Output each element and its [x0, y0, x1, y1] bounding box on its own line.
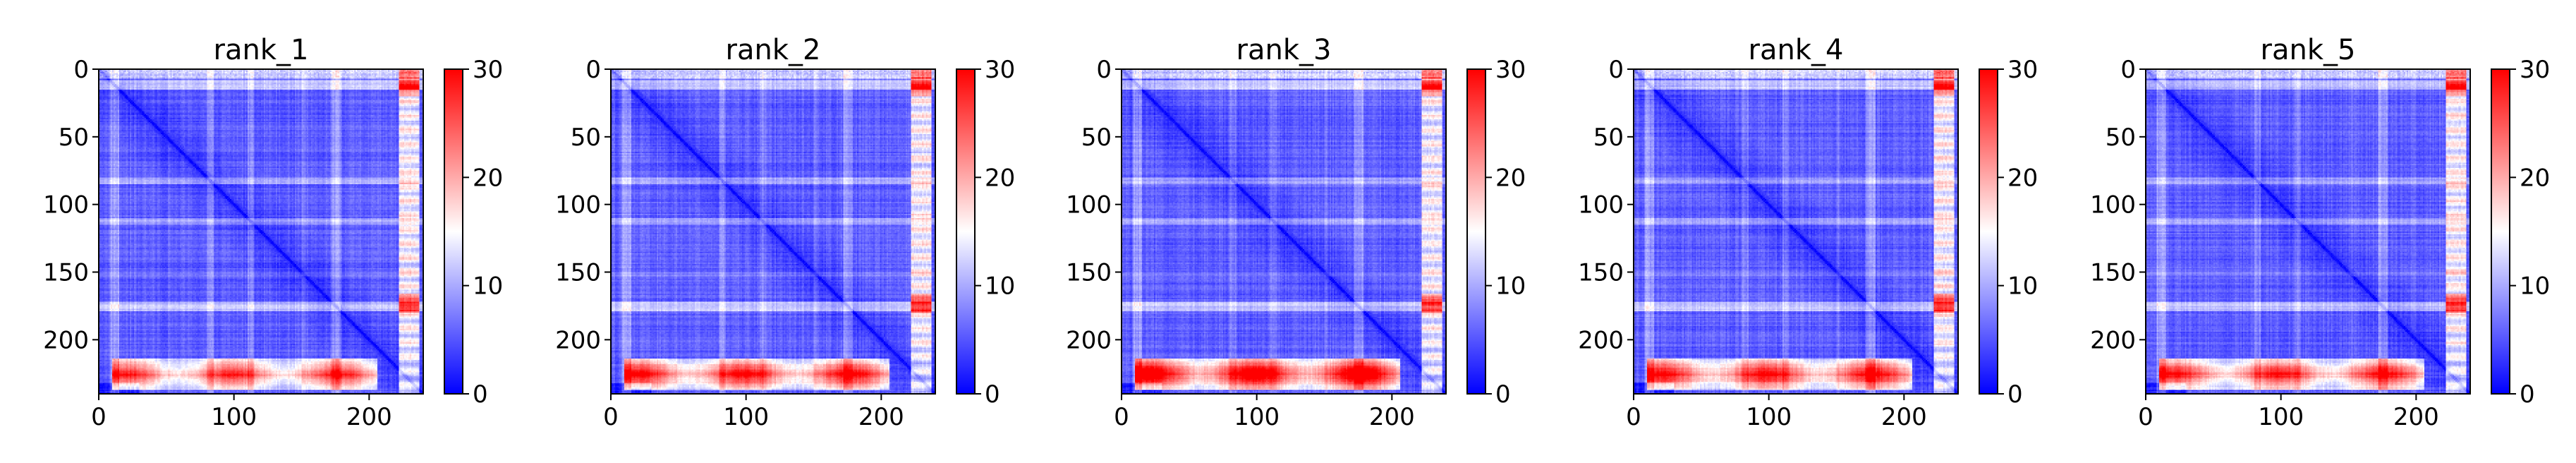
y-tick-label: 50 — [2106, 124, 2136, 152]
colorbar — [444, 68, 463, 395]
x-tick-label: 0 — [603, 403, 619, 431]
y-tick-label: 100 — [555, 191, 601, 220]
colorbar-tick-label: 0 — [473, 380, 488, 409]
x-tick-label: 0 — [2138, 403, 2153, 431]
x-tick-label: 0 — [91, 403, 107, 431]
colorbar — [1979, 68, 1998, 395]
axes-frame — [98, 68, 424, 395]
y-tick-label: 0 — [585, 56, 601, 84]
x-tick-label: 100 — [723, 403, 769, 431]
y-tick-label: 50 — [1081, 124, 1112, 152]
colorbar-tick-label: 10 — [2007, 272, 2038, 301]
colorbar — [956, 68, 976, 395]
colorbar-tick-label: 20 — [2520, 164, 2550, 192]
axes-frame — [1633, 68, 1959, 395]
heatmap-panel-3: rank_3 0 50 100 150 200 0 100 200 0 10 20 30 — [1066, 34, 1526, 431]
colorbar-tick-label: 30 — [985, 56, 1015, 84]
y-tick-label: 50 — [1593, 124, 1624, 152]
colorbar-tick-label: 10 — [2520, 272, 2550, 301]
y-tick-label: 200 — [555, 326, 601, 354]
panel-title: rank_1 — [214, 34, 309, 66]
heatmap-image — [1634, 69, 1958, 394]
colorbar-tick-label: 10 — [473, 272, 503, 301]
panel-title: rank_2 — [726, 34, 821, 66]
x-tick-label: 100 — [1234, 403, 1280, 431]
y-tick-label: 100 — [1066, 191, 1112, 220]
colorbar-tick-label: 30 — [2520, 56, 2550, 84]
y-tick-label: 200 — [1066, 326, 1112, 354]
axes-frame — [2145, 68, 2471, 395]
colorbar-tick-label: 0 — [2520, 380, 2535, 409]
x-tick-label: 100 — [2258, 403, 2304, 431]
colorbar-tick-label: 10 — [985, 272, 1015, 301]
x-tick-label: 200 — [1881, 403, 1927, 431]
x-tick-label: 200 — [1369, 403, 1415, 431]
colorbar-tick-label: 20 — [2007, 164, 2038, 192]
colorbar-tick-label: 30 — [1495, 56, 1526, 84]
colorbar-tick-label: 30 — [473, 56, 503, 84]
colorbar-tick-label: 0 — [985, 380, 1000, 409]
colorbar-tick-label: 10 — [1495, 272, 1526, 301]
heatmap-image — [611, 69, 935, 394]
y-tick-label: 200 — [1578, 326, 1624, 354]
y-tick-label: 200 — [43, 326, 89, 354]
x-tick-label: 100 — [1746, 403, 1792, 431]
panel-title: rank_3 — [1237, 34, 1332, 66]
y-tick-label: 200 — [2090, 326, 2136, 354]
colorbar — [2491, 68, 2510, 395]
heatmap-image — [2146, 69, 2470, 394]
panel-title: rank_4 — [1749, 34, 1844, 66]
colorbar-tick-label: 0 — [1495, 380, 1511, 409]
colorbar-tick-label: 20 — [985, 164, 1015, 192]
x-tick-label: 200 — [858, 403, 904, 431]
y-tick-label: 150 — [555, 259, 601, 287]
y-tick-label: 50 — [571, 124, 601, 152]
x-tick-label: 0 — [1114, 403, 1129, 431]
colorbar-tick-label: 0 — [2007, 380, 2023, 409]
heatmap-image — [1122, 69, 1446, 394]
axes-frame — [1121, 68, 1447, 395]
colorbar — [1466, 68, 1486, 395]
y-tick-label: 100 — [43, 191, 89, 220]
y-tick-label: 0 — [1096, 56, 1112, 84]
x-tick-label: 0 — [1626, 403, 1641, 431]
x-tick-label: 100 — [211, 403, 257, 431]
panel-title: rank_5 — [2261, 34, 2356, 66]
heatmap-panel-1: rank_1 0 50 100 150 200 0 100 200 0 10 20 30 — [43, 34, 503, 431]
y-tick-label: 0 — [73, 56, 89, 84]
y-tick-label: 150 — [43, 259, 89, 287]
x-tick-label: 200 — [2393, 403, 2439, 431]
heatmap-panel-5: rank_5 0 50 100 150 200 0 100 200 0 10 20 30 — [2090, 34, 2550, 431]
x-tick-label: 200 — [346, 403, 392, 431]
heatmap-image — [99, 69, 423, 394]
y-tick-label: 150 — [1066, 259, 1112, 287]
axes-frame — [610, 68, 936, 395]
y-tick-label: 0 — [2120, 56, 2136, 84]
y-tick-label: 150 — [2090, 259, 2136, 287]
colorbar-tick-label: 30 — [2007, 56, 2038, 84]
y-tick-label: 50 — [59, 124, 89, 152]
heatmap-panel-2: rank_2 0 50 100 150 200 0 100 200 0 10 20 30 — [555, 34, 1015, 431]
y-tick-label: 100 — [1578, 191, 1624, 220]
y-tick-label: 100 — [2090, 191, 2136, 220]
y-tick-label: 150 — [1578, 259, 1624, 287]
colorbar-tick-label: 20 — [473, 164, 503, 192]
colorbar-tick-label: 20 — [1495, 164, 1526, 192]
y-tick-label: 0 — [1608, 56, 1624, 84]
heatmap-panel-4: rank_4 0 50 100 150 200 0 100 200 0 10 20 30 — [1578, 34, 2038, 431]
